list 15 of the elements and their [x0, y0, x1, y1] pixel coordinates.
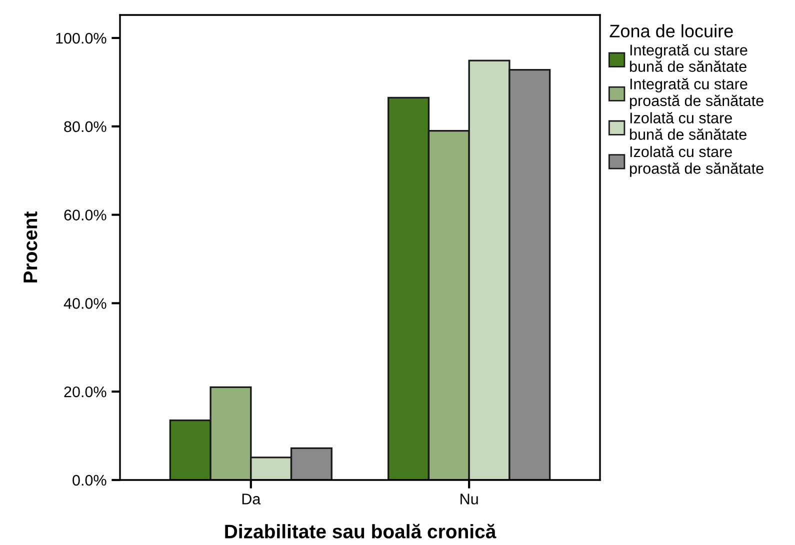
x-tick-label: Da — [242, 494, 261, 504]
legend-label: Izolată cu stare bună de sănătate — [630, 112, 746, 140]
y-tick-label: 60.0% — [64, 210, 106, 220]
y-tick-label: 80.0% — [64, 121, 106, 132]
y-tick-label: 20.0% — [64, 386, 106, 398]
y-axis-title: Procent — [24, 212, 38, 282]
legend-label: Integrată cu stare proastă de sănătate — [630, 78, 764, 110]
x-axis-title: Dizabilitate sau boală cronică — [225, 524, 496, 538]
x-tick-label: Nu — [460, 494, 478, 504]
legend-label: Integrată cu stare bună de sănătate — [630, 44, 748, 72]
legend-title: Zona de locuire — [610, 24, 733, 38]
y-tick-label: 100.0% — [56, 32, 106, 44]
y-tick-label: 0.0% — [72, 474, 106, 486]
legend-label: Izolată cu stare proastă de sănătate — [630, 146, 764, 177]
y-tick-label: 40.0% — [64, 298, 106, 309]
